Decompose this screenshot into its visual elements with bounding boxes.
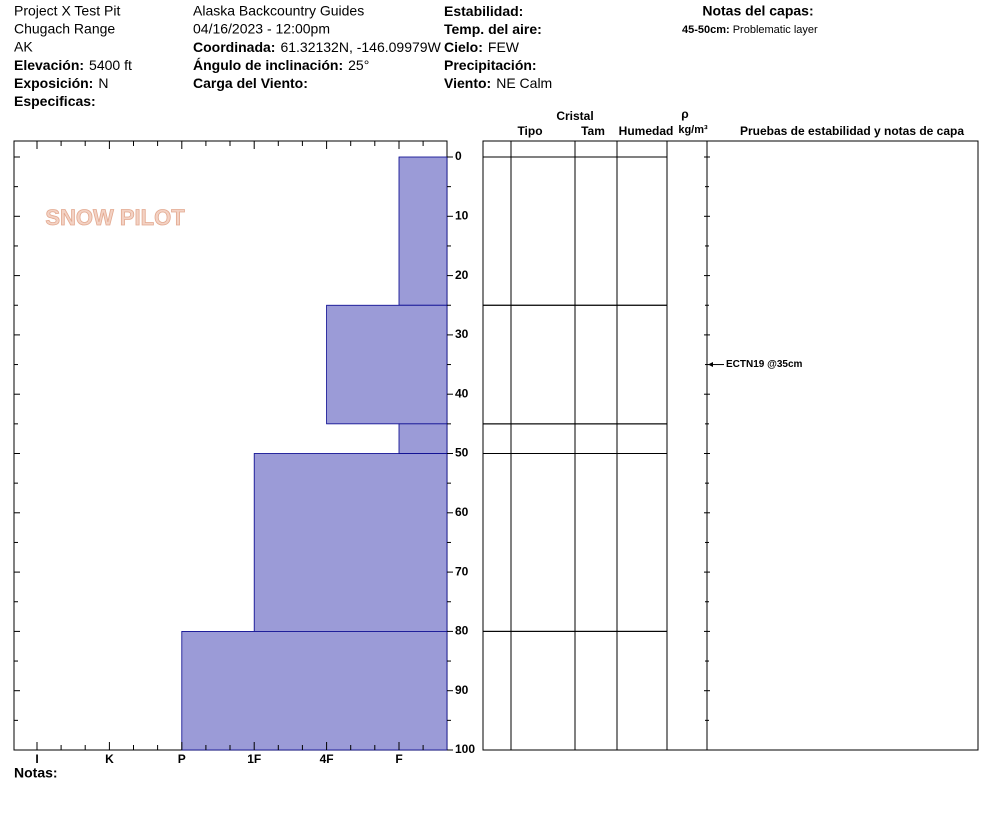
header-field: Carga del Viento: bbox=[193, 75, 308, 91]
layer-notes-title: Notas del capas: bbox=[702, 3, 813, 19]
hardness-bar bbox=[181, 631, 448, 751]
col-header: Humedad bbox=[619, 124, 674, 138]
field-label: Cielo: bbox=[444, 39, 483, 55]
layer-note: 45-50cm: Problematic layer bbox=[682, 24, 818, 36]
field-value: 61.32132N, -146.09979W bbox=[280, 39, 441, 55]
field-label: Viento: bbox=[444, 75, 491, 91]
header-field: Ángulo de inclinación: 25° bbox=[193, 57, 369, 73]
header-text: 04/16/2023 - 12:00pm bbox=[193, 21, 330, 37]
col-header: Tipo bbox=[517, 124, 542, 138]
header-field: Cielo: FEW bbox=[444, 39, 520, 55]
hardness-bar bbox=[253, 453, 448, 632]
field-value: 5400 ft bbox=[89, 57, 132, 73]
y-tick-label: 60 bbox=[455, 505, 469, 519]
header-field: Temp. del aire: bbox=[444, 21, 542, 37]
x-tick-label: 4F bbox=[320, 752, 334, 766]
header-field: Viento: NE Calm bbox=[444, 75, 552, 91]
test-arrowhead bbox=[708, 362, 713, 368]
col-header: Tam bbox=[581, 124, 605, 138]
field-label: Precipitación: bbox=[444, 57, 537, 73]
header-field: Estabilidad: bbox=[444, 3, 523, 19]
field-label: Carga del Viento: bbox=[193, 75, 308, 91]
y-tick-label: 70 bbox=[455, 564, 469, 578]
y-tick-label: 50 bbox=[455, 446, 469, 460]
y-tick-label: 40 bbox=[455, 386, 469, 400]
field-value: Problematic layer bbox=[733, 24, 818, 36]
header-text: AK bbox=[14, 39, 33, 55]
test-label: ECTN19 @35cm bbox=[726, 359, 803, 370]
y-tick-label: 20 bbox=[455, 268, 469, 282]
field-label: Coordinada: bbox=[193, 39, 275, 55]
x-tick-label: P bbox=[178, 752, 186, 766]
header-field: Precipitación: bbox=[444, 57, 537, 73]
header-field: Especificas: bbox=[14, 93, 96, 109]
field-label: Exposición: bbox=[14, 75, 93, 91]
y-tick-label: 80 bbox=[455, 624, 469, 638]
header-field: Elevación: 5400 ft bbox=[14, 57, 132, 73]
y-tick-label: 30 bbox=[455, 327, 469, 341]
col-header: Pruebas de estabilidad y notas de capa bbox=[740, 124, 964, 138]
x-tick-label: I bbox=[35, 752, 38, 766]
x-tick-label: F bbox=[395, 752, 402, 766]
logo: SNOW PILOT bbox=[45, 205, 185, 230]
field-label: Especificas: bbox=[14, 93, 96, 109]
hardness-bar bbox=[398, 423, 448, 454]
col-header: ρ bbox=[681, 107, 688, 121]
field-value: N bbox=[98, 75, 108, 91]
header-text: Chugach Range bbox=[14, 21, 115, 37]
header-text: Project X Test Pit bbox=[14, 3, 120, 19]
field-label: Ángulo de inclinación: bbox=[193, 57, 343, 73]
header-field: Exposición: N bbox=[14, 75, 108, 91]
header-text: Alaska Backcountry Guides bbox=[193, 3, 364, 19]
field-value: FEW bbox=[488, 39, 520, 55]
field-value: 25° bbox=[348, 57, 369, 73]
y-tick-label: 90 bbox=[455, 683, 469, 697]
y-tick-label: 100 bbox=[455, 742, 475, 756]
hardness-bar bbox=[398, 156, 448, 306]
header-field: Coordinada: 61.32132N, -146.09979W bbox=[193, 39, 442, 55]
layer-table-frame bbox=[482, 140, 979, 751]
hardness-bar bbox=[326, 304, 448, 425]
field-label: Estabilidad: bbox=[444, 3, 523, 19]
field-label: Temp. del aire: bbox=[444, 21, 542, 37]
x-tick-label: 1F bbox=[247, 752, 261, 766]
field-value: NE Calm bbox=[496, 75, 552, 91]
field-label: 45-50cm: bbox=[682, 24, 730, 36]
x-tick-label: K bbox=[105, 752, 114, 766]
col-header: kg/m³ bbox=[678, 124, 708, 136]
field-label: Elevación: bbox=[14, 57, 84, 73]
y-tick-label: 0 bbox=[455, 149, 462, 163]
notes-label: Notas: bbox=[14, 765, 58, 781]
y-tick-label: 10 bbox=[455, 208, 469, 222]
col-header: Cristal bbox=[556, 109, 593, 123]
